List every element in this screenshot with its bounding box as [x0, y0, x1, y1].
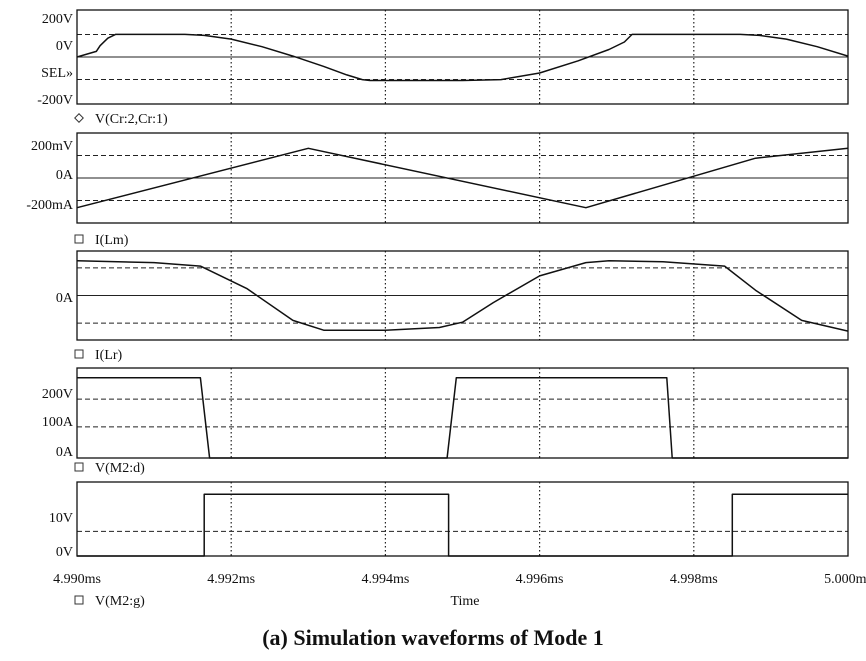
time-axis: 4.990ms 4.992ms 4.994ms 4.996ms 4.998ms 5.000… [53, 572, 866, 587]
y-tick-label: 0A [56, 291, 74, 306]
waveform-trace [77, 377, 848, 459]
waveform-trace [76, 260, 849, 332]
legend-label: V(Cr:2,Cr:1) [95, 112, 168, 127]
panel-2: 200mV 0A -200mA I(Lm) [26, 132, 849, 248]
panel-frame [76, 367, 849, 459]
legend-square-icon [74, 349, 84, 359]
x-tick-label: 4.992ms [207, 572, 255, 587]
y-tick-label: 0V [56, 39, 73, 54]
y-tick-label: 200V [42, 387, 73, 402]
panel-frame [76, 132, 849, 224]
y-tick-label: 200mV [31, 139, 73, 154]
x-tick-label: 4.996ms [516, 572, 564, 587]
legend-entry: I(Lm) [74, 233, 129, 248]
x-tick-label: 4.990ms [53, 572, 101, 587]
y-tick-label: 0A [56, 168, 74, 183]
legend-label: I(Lm) [95, 233, 129, 248]
y-tick-label: SEL» [41, 66, 73, 81]
waveform-trace [76, 33, 849, 82]
y-tick-label: 0V [56, 545, 73, 560]
legend-square-icon [74, 462, 84, 472]
x-axis-title: Time [450, 594, 479, 609]
legend-square-icon [74, 234, 84, 244]
legend-entry: I(Lr) [74, 348, 123, 363]
legend-label: V(M2:d) [95, 461, 145, 476]
panel-frame [76, 250, 849, 341]
legend-entry: V(M2:d) [74, 461, 145, 476]
legend-diamond-icon [74, 113, 84, 123]
y-tick-label: 200V [42, 12, 73, 27]
x-tick-label: 5.000ms [824, 572, 866, 587]
y-tick-label: -200mA [26, 198, 74, 213]
x-tick-label: 4.998ms [670, 572, 718, 587]
waveform-trace [77, 493, 848, 557]
waveform-trace [76, 147, 849, 209]
panel-4: 200V 100A 0A V(M2:d) [42, 367, 849, 476]
y-tick-label: 100A [42, 415, 74, 430]
figure-caption: (a) Simulation waveforms of Mode 1 [262, 625, 604, 650]
legend-entry: V(Cr:2,Cr:1) [74, 112, 168, 127]
y-tick-label: -200V [37, 93, 73, 108]
y-tick-label: 0A [56, 445, 74, 460]
legend-label: I(Lr) [95, 348, 123, 363]
panel-5: 10V 0V V(M2:g) [49, 481, 849, 609]
x-tick-label: 4.994ms [361, 572, 409, 587]
waveform-panels: 200V 0V SEL» -200V V(Cr:2,Cr:1) 200mV 0A -200mA… [26, 9, 849, 609]
panel-1: 200V 0V SEL» -200V V(Cr:2,Cr:1) [37, 9, 849, 127]
y-tick-label: 10V [49, 511, 73, 526]
legend-square-icon [74, 595, 84, 605]
legend-label: V(M2:g) [95, 594, 145, 609]
legend-entry: V(M2:g) [74, 594, 145, 609]
panel-3: 0A I(Lr) [56, 250, 849, 363]
